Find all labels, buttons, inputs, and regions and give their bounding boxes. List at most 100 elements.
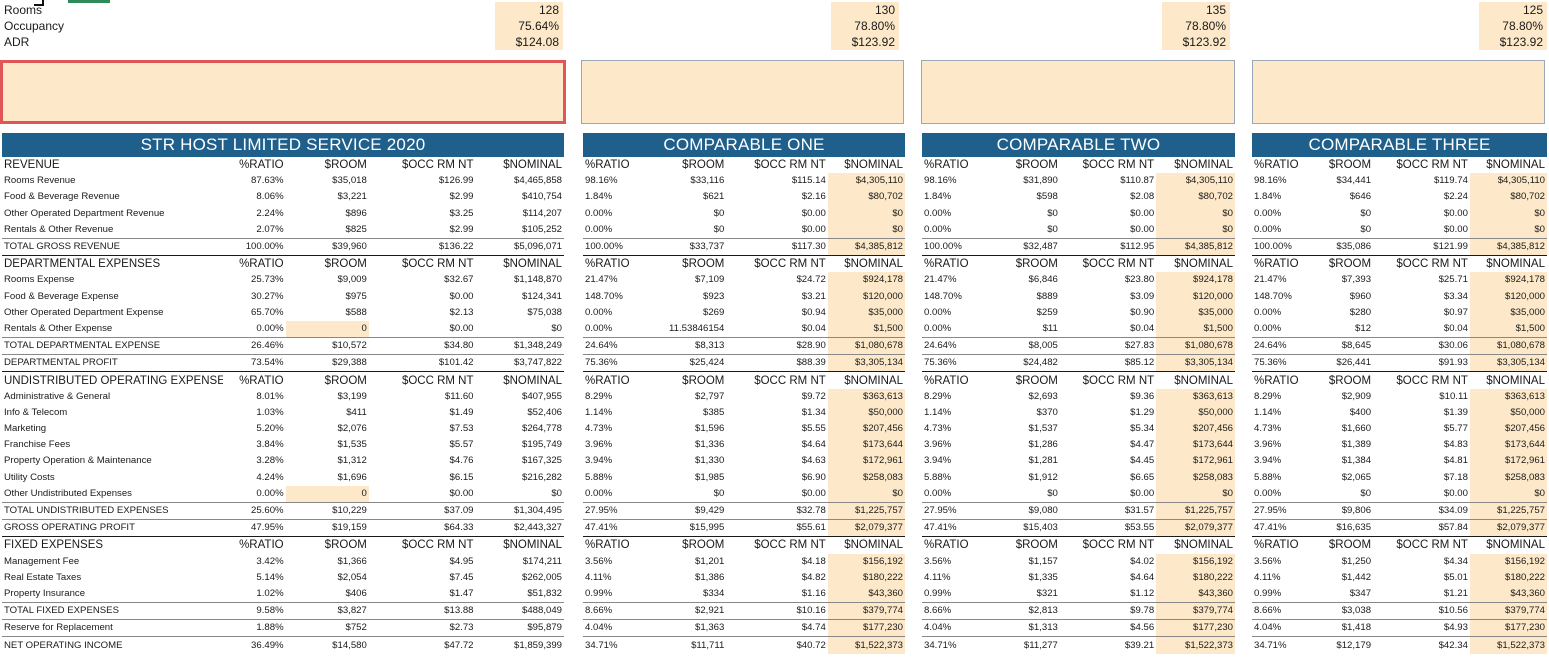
nominal-cell[interactable]: $1,859,399 bbox=[475, 636, 564, 654]
rooms-value[interactable]: 128 bbox=[538, 3, 559, 17]
per-room-cell[interactable]: $35,086 bbox=[1304, 237, 1374, 256]
per-occ-room-night-cell[interactable]: $0.04 bbox=[1130, 322, 1155, 334]
ratio-cell[interactable]: 148.70% bbox=[924, 290, 962, 302]
per-room-cell[interactable]: $896 bbox=[345, 207, 367, 219]
nominal-cell[interactable]: $1,522,373 bbox=[827, 636, 905, 654]
per-room-cell[interactable]: $33,737 bbox=[649, 237, 727, 256]
nominal-cell[interactable]: $173,644 bbox=[1469, 437, 1547, 454]
nominal-cell[interactable]: $207,456 bbox=[827, 421, 905, 438]
ratio-cell[interactable]: 1.88% bbox=[223, 619, 286, 637]
per-room-cell[interactable]: $9,429 bbox=[649, 501, 727, 520]
nominal-cell[interactable]: $0 bbox=[1469, 485, 1547, 503]
nominal-cell[interactable]: $0 bbox=[827, 485, 905, 503]
ratio-cell[interactable]: 1.14% bbox=[1254, 406, 1282, 418]
per-occ-room-night-cell[interactable]: $5.57 bbox=[449, 439, 474, 451]
per-occ-room-night-cell[interactable]: $1.21 bbox=[1443, 587, 1468, 599]
ratio-cell[interactable]: 34.71% bbox=[922, 636, 986, 654]
per-occ-room-night-cell[interactable]: $2.73 bbox=[368, 619, 476, 637]
nominal-cell[interactable]: $4,305,110 bbox=[1469, 173, 1547, 190]
per-room-cell[interactable]: $3,827 bbox=[285, 602, 369, 620]
per-room-cell[interactable]: $0 bbox=[713, 487, 725, 499]
per-occ-room-night-cell[interactable]: $4.64 bbox=[1130, 571, 1155, 583]
nominal-cell[interactable]: $1,522,373 bbox=[1156, 636, 1235, 654]
per-occ-room-night-cell[interactable]: $88.39 bbox=[726, 354, 828, 372]
ratio-cell[interactable]: 1.14% bbox=[924, 406, 952, 418]
ratio-cell[interactable]: 0.00% bbox=[585, 322, 613, 334]
ratio-cell[interactable]: 100.00% bbox=[1252, 237, 1305, 256]
per-room-cell[interactable]: $960 bbox=[1349, 290, 1372, 302]
ratio-cell[interactable]: 4.11% bbox=[585, 571, 612, 583]
ratio-cell[interactable]: 98.16% bbox=[585, 175, 618, 187]
ratio-cell[interactable]: 0.00% bbox=[256, 487, 284, 499]
per-occ-room-night-cell[interactable]: $115.14 bbox=[791, 175, 826, 187]
per-room-cell[interactable]: $825 bbox=[345, 223, 367, 235]
top-stat-comp-three[interactable]: 125 78.80% $123.92 bbox=[1479, 2, 1547, 50]
per-occ-room-night-cell[interactable]: $57.84 bbox=[1373, 519, 1470, 537]
nominal-cell[interactable]: $1,522,373 bbox=[1469, 636, 1547, 654]
per-room-cell[interactable]: $2,909 bbox=[1341, 390, 1372, 402]
per-occ-room-night-cell[interactable]: $32.67 bbox=[444, 274, 474, 286]
per-room-cell[interactable]: $2,797 bbox=[695, 390, 725, 402]
ratio-cell[interactable]: 3.56% bbox=[1254, 555, 1282, 567]
ratio-cell[interactable]: 4.04% bbox=[1252, 619, 1305, 637]
nominal-cell[interactable]: $4,465,858 bbox=[513, 175, 562, 187]
ratio-cell[interactable]: 5.14% bbox=[256, 571, 284, 583]
per-occ-room-night-cell[interactable]: $4.56 bbox=[1059, 619, 1157, 637]
per-occ-room-night-cell[interactable]: $3.21 bbox=[801, 290, 826, 302]
nominal-cell[interactable]: $173,644 bbox=[827, 437, 905, 454]
nominal-cell[interactable]: $258,083 bbox=[1469, 469, 1547, 486]
rooms-value[interactable]: 130 bbox=[874, 3, 895, 17]
ratio-cell[interactable]: 8.01% bbox=[256, 390, 284, 402]
ratio-cell[interactable]: 47.95% bbox=[223, 519, 286, 537]
per-room-cell[interactable]: $6,846 bbox=[1028, 274, 1058, 286]
per-occ-room-night-cell[interactable]: $53.55 bbox=[1059, 519, 1157, 537]
per-occ-room-night-cell[interactable]: $10.11 bbox=[1439, 390, 1468, 402]
ratio-cell[interactable]: 98.16% bbox=[1254, 175, 1287, 187]
per-occ-room-night-cell[interactable]: $7.18 bbox=[1443, 471, 1468, 483]
nominal-cell[interactable]: $4,305,110 bbox=[827, 173, 905, 190]
per-room-cell[interactable]: $15,403 bbox=[985, 519, 1060, 537]
per-occ-room-night-cell[interactable]: $2.13 bbox=[449, 306, 474, 318]
per-occ-room-night-cell[interactable]: $6.65 bbox=[1130, 471, 1155, 483]
per-occ-room-night-cell[interactable]: $121.99 bbox=[1373, 237, 1470, 256]
ratio-cell[interactable]: 25.73% bbox=[251, 274, 284, 286]
ratio-cell[interactable]: 3.56% bbox=[924, 555, 952, 567]
per-room-cell[interactable]: $1,985 bbox=[695, 471, 725, 483]
nominal-cell[interactable]: $80,702 bbox=[827, 189, 905, 206]
per-room-cell[interactable]: $598 bbox=[1036, 191, 1058, 203]
ratio-cell[interactable]: 0.99% bbox=[585, 587, 613, 599]
nominal-cell[interactable]: $1,348,249 bbox=[475, 337, 564, 355]
nominal-cell[interactable]: $258,083 bbox=[827, 469, 905, 486]
per-occ-room-night-cell[interactable]: $0.00 bbox=[1130, 487, 1155, 499]
ratio-cell[interactable]: 24.64% bbox=[1252, 337, 1305, 355]
per-room-cell[interactable]: $2,693 bbox=[1028, 390, 1058, 402]
per-occ-room-night-cell[interactable]: $0.04 bbox=[801, 322, 826, 334]
per-room-cell[interactable]: $0 bbox=[1360, 487, 1372, 499]
nominal-cell[interactable]: $51,832 bbox=[527, 587, 562, 599]
nominal-cell[interactable]: $35,000 bbox=[1469, 304, 1547, 321]
nominal-cell[interactable]: $488,049 bbox=[475, 602, 564, 620]
per-room-cell[interactable]: $1,312 bbox=[337, 455, 367, 467]
per-occ-room-night-cell[interactable]: $23.80 bbox=[1124, 274, 1155, 286]
ratio-cell[interactable]: 8.29% bbox=[924, 390, 952, 402]
ratio-cell[interactable]: 100.00% bbox=[583, 237, 650, 256]
ratio-cell[interactable]: 0.00% bbox=[585, 487, 613, 499]
per-room-cell[interactable]: $25,424 bbox=[649, 354, 727, 372]
per-occ-room-night-cell[interactable]: $1.12 bbox=[1130, 587, 1155, 599]
per-room-cell[interactable]: $1,336 bbox=[695, 439, 725, 451]
per-occ-room-night-cell[interactable]: $0.00 bbox=[449, 322, 474, 334]
ratio-cell[interactable]: 1.84% bbox=[585, 191, 613, 203]
per-occ-room-night-cell[interactable]: $4.74 bbox=[726, 619, 828, 637]
ratio-cell[interactable]: 0.00% bbox=[924, 207, 952, 219]
ratio-cell[interactable]: 5.20% bbox=[256, 423, 284, 435]
ratio-cell[interactable]: 5.88% bbox=[924, 471, 952, 483]
per-room-cell[interactable]: $0 bbox=[1047, 223, 1058, 235]
per-room-cell[interactable]: $34,441 bbox=[1336, 175, 1372, 187]
nominal-cell[interactable]: $0 bbox=[1156, 221, 1235, 239]
nominal-cell[interactable]: $363,613 bbox=[1156, 388, 1235, 405]
ratio-cell[interactable]: 47.41% bbox=[922, 519, 986, 537]
ratio-cell[interactable]: 8.66% bbox=[922, 602, 986, 620]
per-occ-room-night-cell[interactable]: $28.90 bbox=[726, 337, 828, 355]
adr-value[interactable]: $123.92 bbox=[851, 35, 895, 49]
ratio-cell[interactable]: 1.03% bbox=[256, 406, 284, 418]
